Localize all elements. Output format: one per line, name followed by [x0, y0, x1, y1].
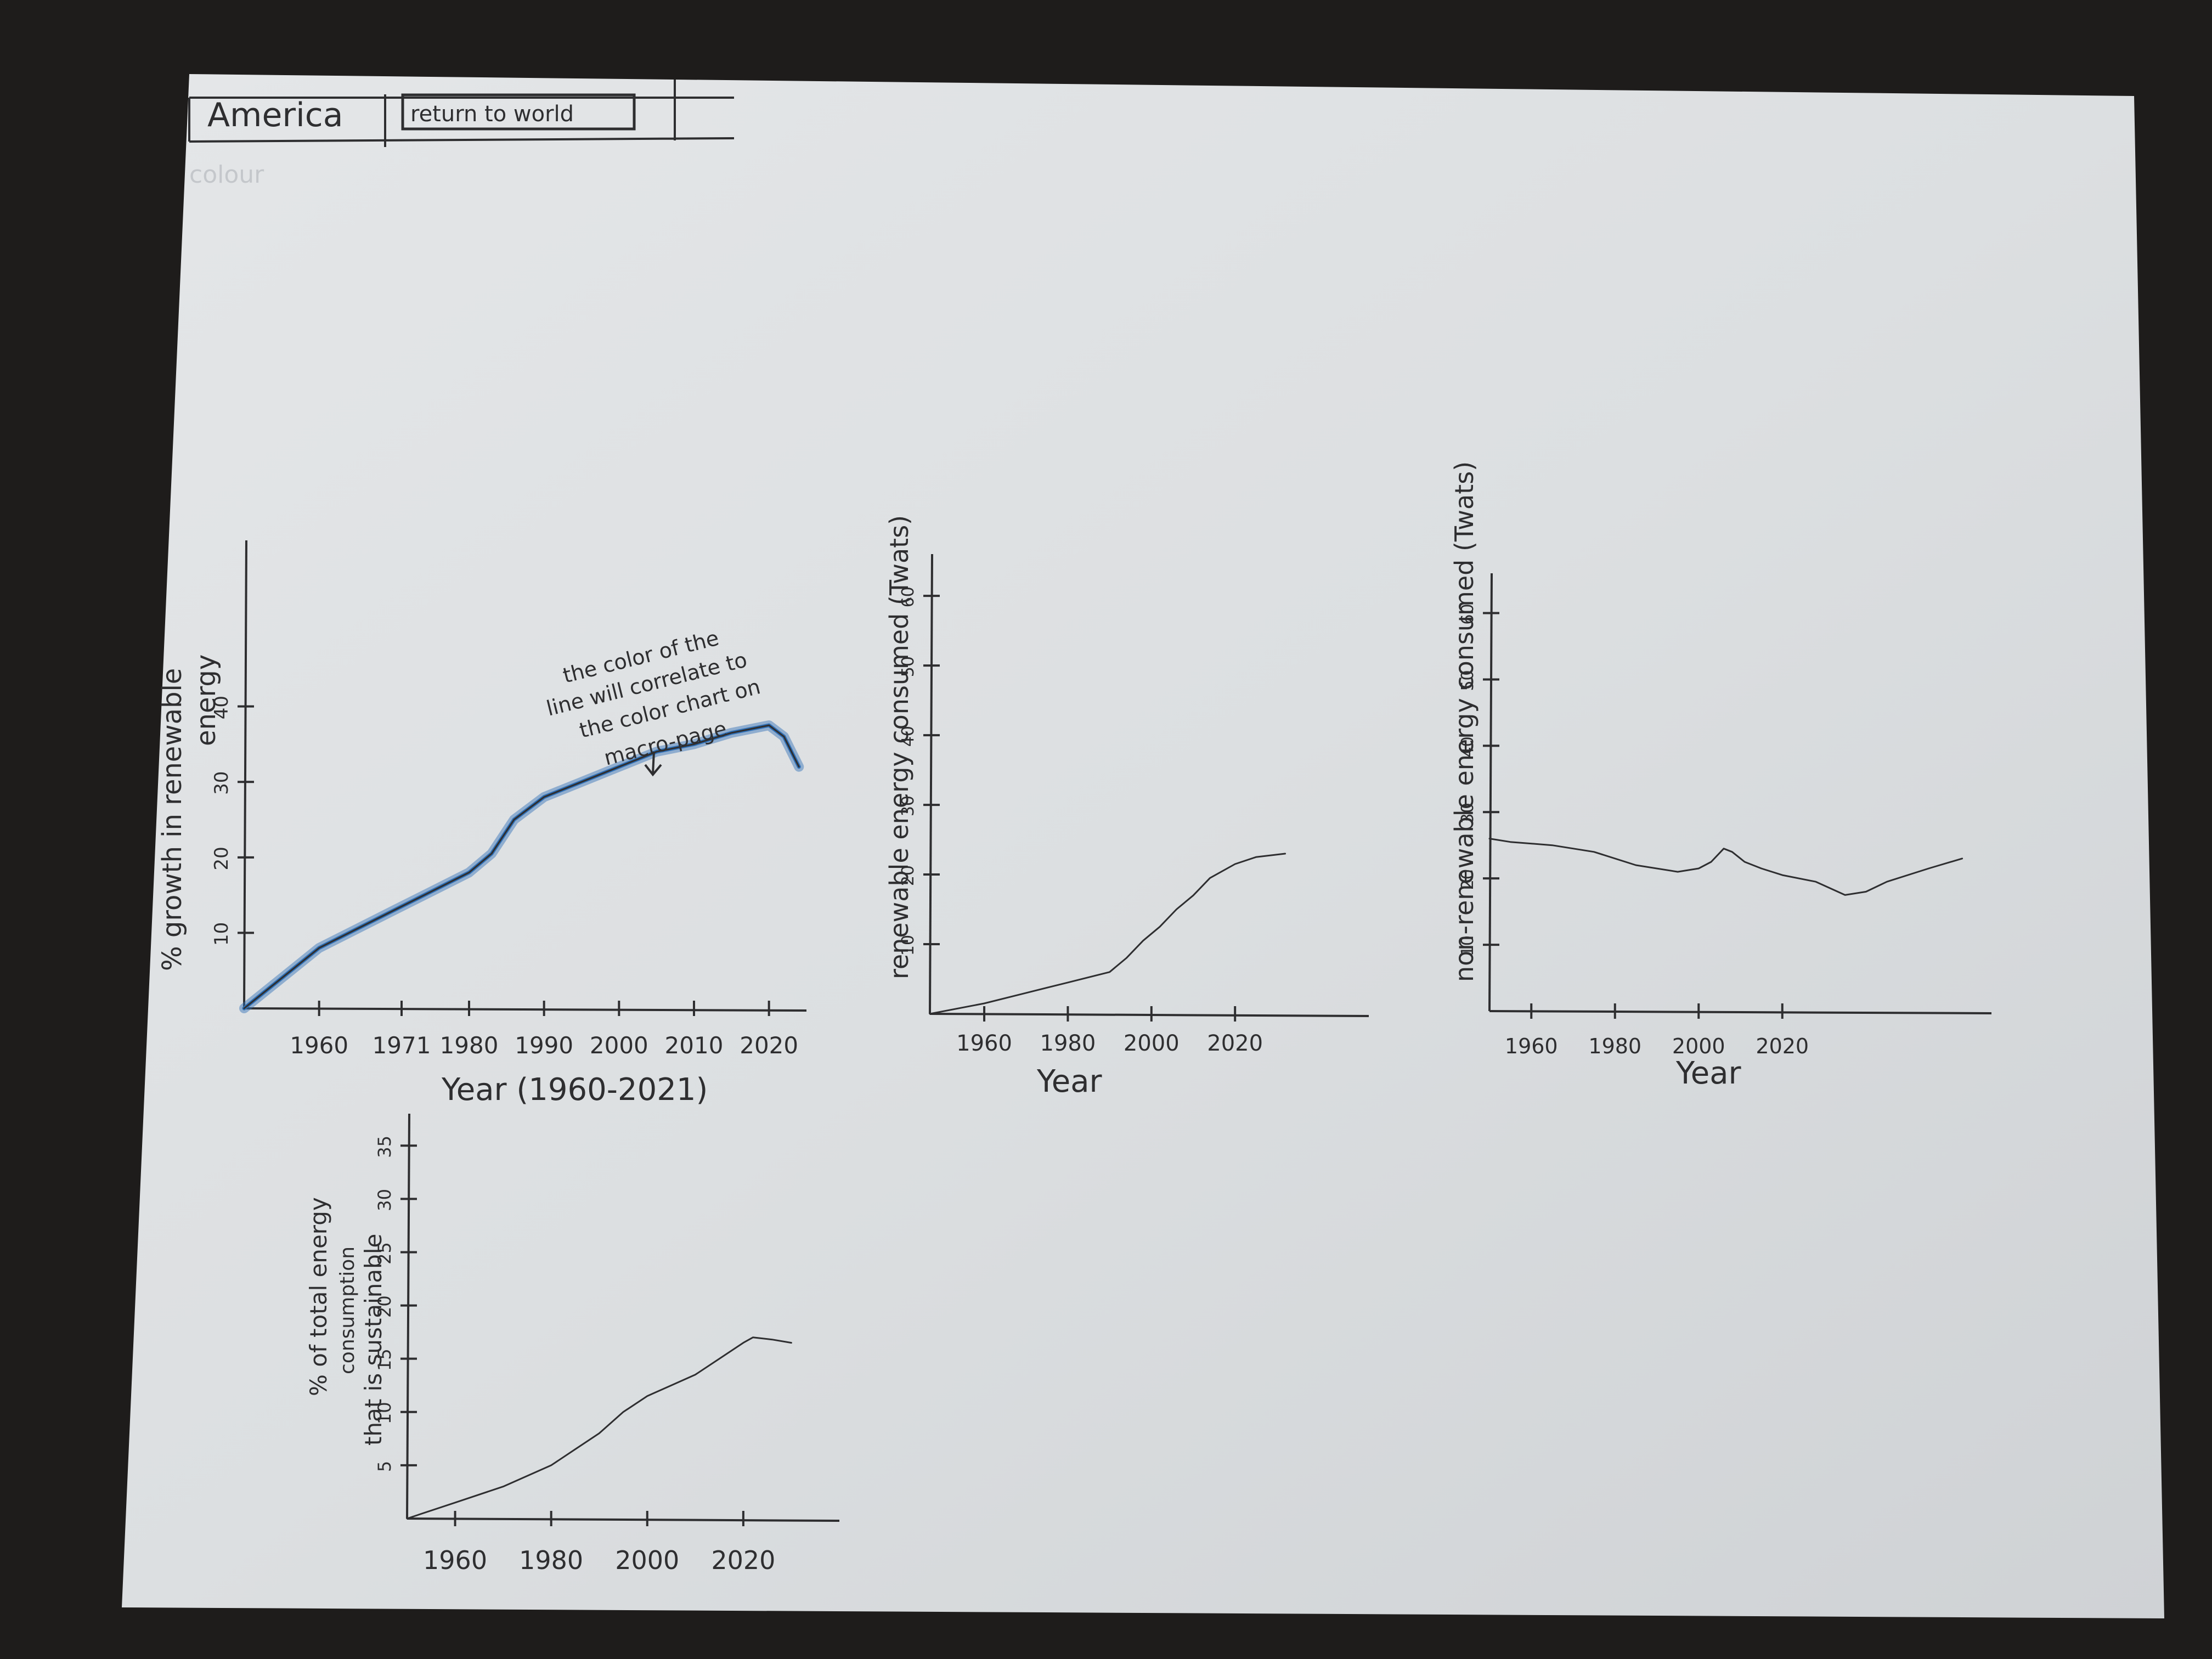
sustainable-x-tick-label: 2000 [615, 1545, 679, 1575]
renewable-ticks: 1960 1980 2000 2020 10 20 30 40 50 60 [899, 586, 1263, 1056]
growth-x-tick-label: 1971 [373, 1032, 431, 1059]
growth-y-axis [243, 540, 247, 1009]
sustainable-line[interactable] [406, 1336, 792, 1520]
nonrenewable-y-tick-label: 50 [1458, 670, 1477, 691]
renewable-x-tick-label: 1980 [1040, 1031, 1096, 1056]
nonrenewable-x-tick-label: 2020 [1756, 1034, 1809, 1058]
growth-x-tick-label: 2020 [740, 1032, 798, 1059]
renewable-y-tick-label: 30 [899, 795, 918, 816]
sustainable-y-axis-label-3: that is sustainable [360, 1234, 387, 1446]
renewable-x-tick-label: 2000 [1124, 1031, 1180, 1056]
nonrenewable-y-axis [1488, 573, 1493, 1012]
sustainable-y-axis-label: % of total energy [305, 1197, 332, 1396]
nonrenewable-x-axis [1489, 1010, 1992, 1014]
growth-y-tick-label: 30 [211, 771, 233, 795]
growth-y-axis-label: % growth in renewable [157, 668, 188, 971]
renewable-x-axis [929, 1013, 1369, 1017]
nonrenewable-y-tick-label: 40 [1458, 736, 1477, 757]
sustainable-share-chart: 1960 1980 2000 2020 5 10 15 20 25 30 35 % of total… [305, 1113, 840, 1575]
growth-y-axis-label-2: energy [191, 654, 222, 746]
sustainable-y-tick-label: 15 [374, 1348, 395, 1371]
growth-x-tick-label: 1960 [290, 1032, 348, 1059]
growth-x-tick-label: 1980 [440, 1032, 499, 1059]
growth-x-axis-label: Year (1960-2021) [441, 1072, 708, 1108]
sustainable-y-tick-label: 20 [374, 1295, 395, 1318]
return-to-world-button[interactable]: return to world [401, 93, 636, 131]
sustainable-x-axis [407, 1517, 840, 1522]
growth-x-axis [244, 1007, 807, 1012]
nonrenewable-y-axis-label: non-renewable energy consumed (Twats) [1449, 461, 1479, 982]
renewable-y-tick-label: 60 [899, 586, 918, 607]
growth-line[interactable] [239, 720, 804, 1013]
nonrenewable-y-tick-label: 20 [1458, 869, 1477, 890]
faint-label: colour [189, 161, 264, 189]
renewable-y-axis [929, 554, 933, 1014]
nonrenewable-x-axis-label: Year [1675, 1056, 1742, 1091]
sustainable-x-tick-label: 1980 [519, 1545, 583, 1575]
renewable-chart: 1960 1980 2000 2020 10 20 30 40 50 60 renewable e… [884, 515, 1369, 1099]
growth-x-tick-label: 2010 [665, 1032, 724, 1059]
nonrenewable-x-tick-label: 1960 [1505, 1034, 1558, 1058]
paper-sheet [122, 74, 2164, 1618]
header-bar: America return to world colour [188, 80, 735, 189]
renewable-y-axis-label: renewable energy consumed (Twats) [884, 515, 914, 979]
sustainable-y-axis-label-2: consumption [336, 1246, 359, 1374]
nonrenewable-axes [1488, 573, 1992, 1014]
growth-y-tick-label: 20 [211, 847, 233, 870]
renewable-y-tick-label: 50 [899, 656, 918, 677]
renewable-line[interactable] [929, 853, 1286, 1015]
nonrenewable-x-tick-label: 2000 [1672, 1034, 1725, 1058]
nonrenewable-chart: 1960 1980 2000 2020 10 20 30 40 50 60 non-renewab… [1449, 461, 1992, 1091]
sustainable-y-tick-label: 10 [374, 1402, 395, 1424]
nonrenewable-line[interactable] [1488, 838, 1963, 896]
growth-chart: 1960 1971 1980 1990 2000 2010 2020 10 20 30 40 % g… [157, 540, 807, 1108]
nonrenewable-y-tick-label: 10 [1458, 935, 1477, 956]
region-tab-label: America [207, 96, 343, 134]
region-tab[interactable]: America [207, 96, 343, 134]
renewable-y-tick-label: 10 [899, 935, 918, 956]
sustainable-x-tick-label: 2020 [711, 1545, 775, 1575]
renewable-y-tick-label: 20 [899, 865, 918, 886]
renewable-x-axis-label: Year [1036, 1064, 1103, 1099]
renewable-x-tick-label: 2020 [1207, 1031, 1263, 1056]
renewable-series-line [929, 853, 1286, 1015]
growth-x-tick-label: 1990 [515, 1032, 573, 1059]
renewable-y-tick-label: 40 [899, 726, 918, 747]
nonrenewable-x-tick-label: 1980 [1588, 1034, 1641, 1058]
sustainable-x-tick-label: 1960 [423, 1545, 487, 1575]
growth-series-line [243, 724, 800, 1009]
return-to-world-label: return to world [410, 101, 574, 127]
sustainable-y-tick-label: 5 [374, 1461, 395, 1472]
sustainable-series-line [406, 1336, 792, 1520]
nonrenewable-ticks: 1960 1980 2000 2020 10 20 30 40 50 60 [1458, 603, 1809, 1058]
renewable-axes [929, 554, 1369, 1017]
growth-y-tick-label: 40 [211, 696, 233, 719]
nonrenewable-series-line [1488, 838, 1963, 896]
growth-axes [243, 540, 807, 1012]
annotation-arrow-icon [644, 751, 662, 777]
growth-x-tick-label: 2000 [590, 1032, 648, 1059]
sustainable-axes [406, 1113, 840, 1522]
sustainable-ticks: 1960 1980 2000 2020 5 10 15 20 25 30 35 [374, 1136, 775, 1575]
renewable-x-tick-label: 1960 [956, 1031, 1012, 1056]
sustainable-y-tick-label: 35 [374, 1136, 395, 1158]
sustainable-y-tick-label: 25 [374, 1242, 395, 1265]
sustainable-y-axis [406, 1113, 410, 1519]
growth-y-tick-label: 10 [211, 922, 233, 946]
growth-ticks: 1960 1971 1980 1990 2000 2010 2020 10 20 30 40 [211, 696, 798, 1059]
sustainable-y-tick-label: 30 [374, 1189, 395, 1211]
nonrenewable-y-tick-label: 30 [1458, 803, 1477, 823]
nonrenewable-y-tick-label: 60 [1458, 603, 1477, 624]
